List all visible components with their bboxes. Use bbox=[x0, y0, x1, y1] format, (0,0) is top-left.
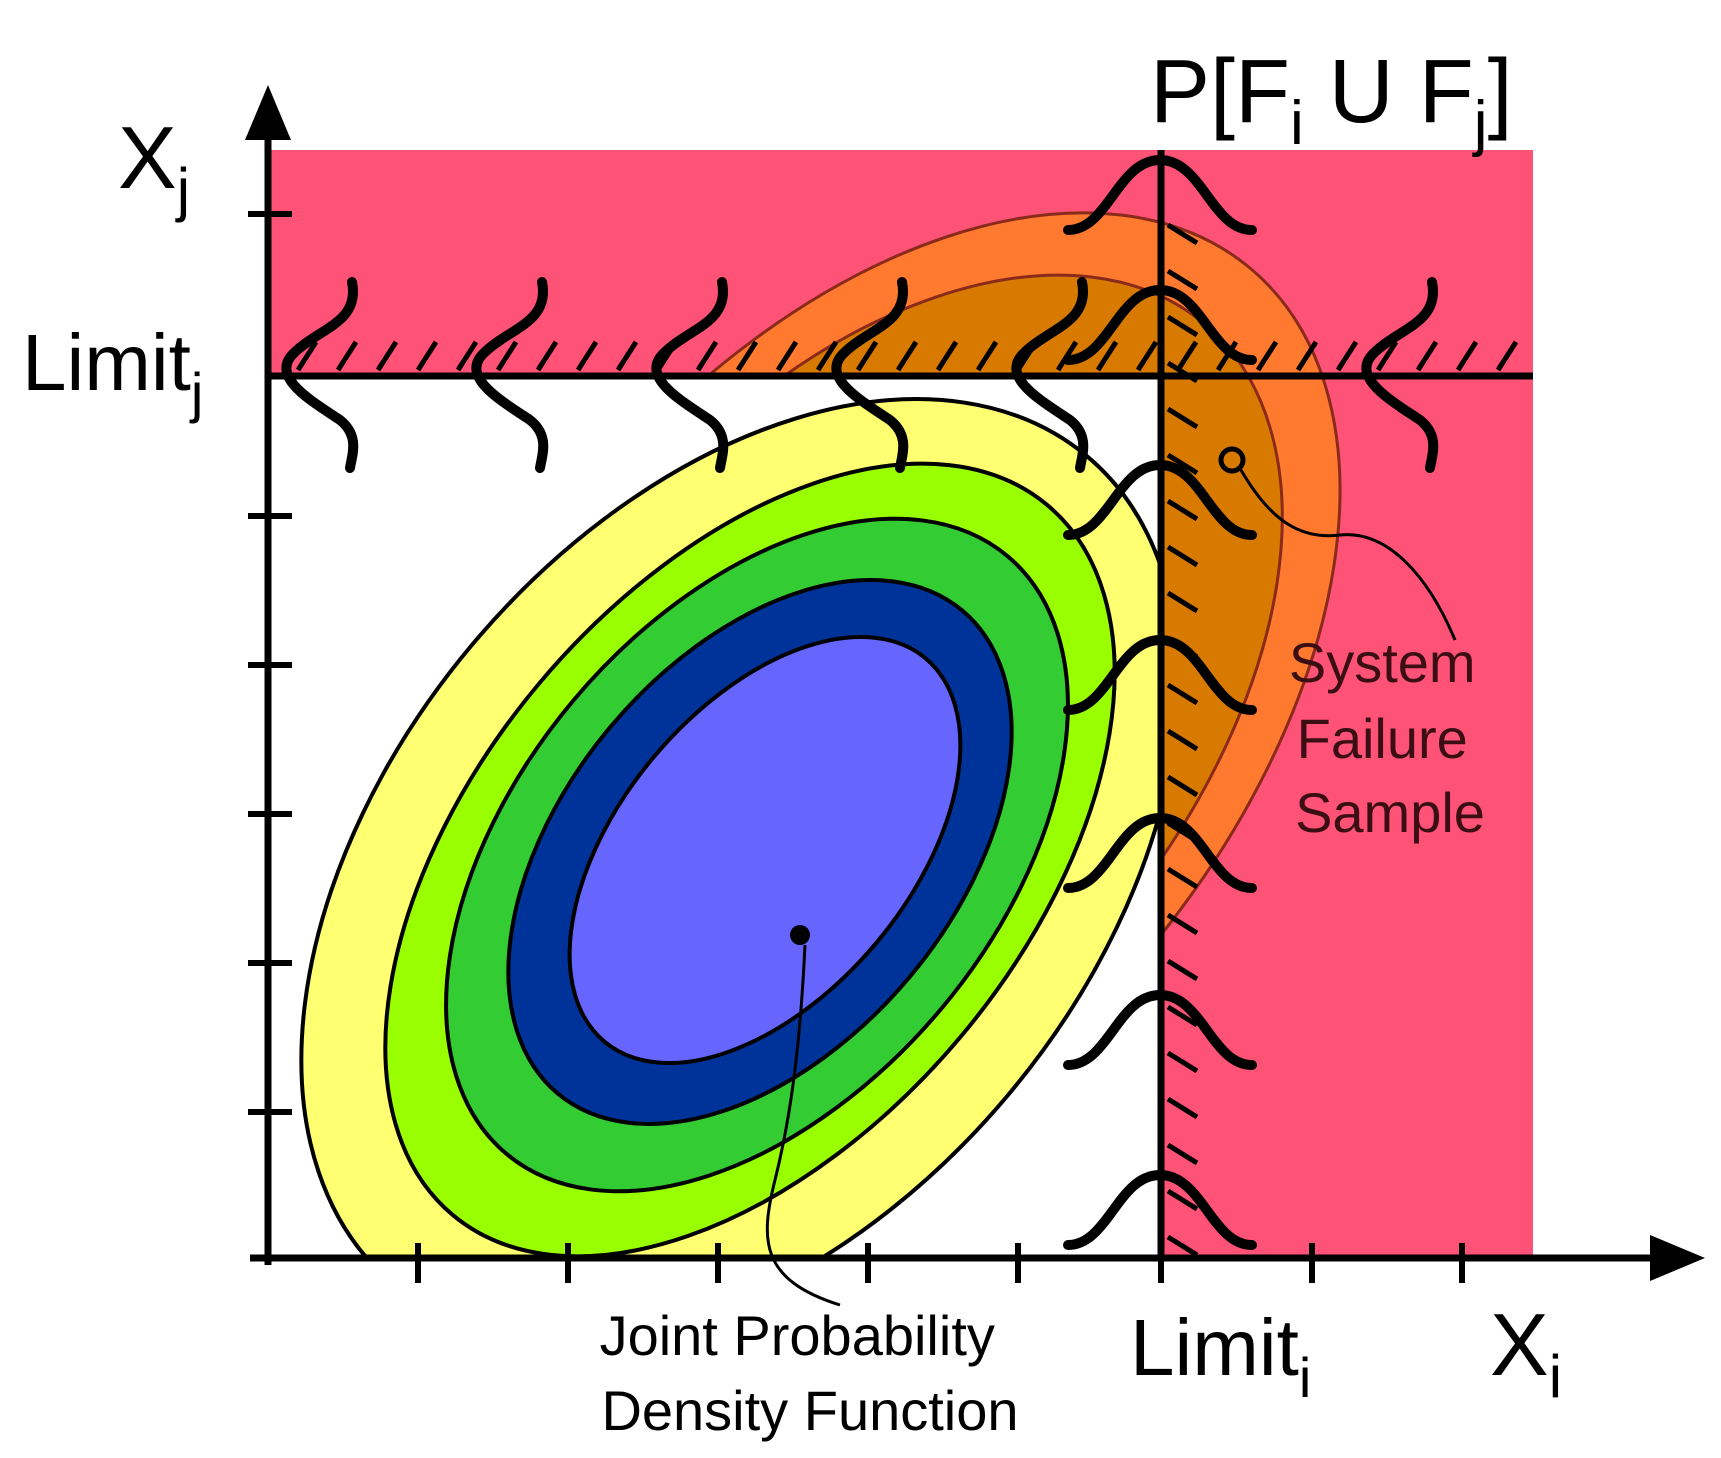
chart-title: P[Fi U Fj] bbox=[1150, 42, 1513, 158]
hatch-i-22 bbox=[1166, 1188, 1199, 1212]
hatch-j-25 bbox=[1255, 340, 1279, 372]
hatch-j-11 bbox=[695, 340, 719, 372]
limit-j-distribution-5 bbox=[1011, 277, 1089, 473]
hatch-j-18 bbox=[975, 340, 999, 372]
limit-j-hatch bbox=[295, 340, 1519, 372]
hatch-i-23 bbox=[1166, 1234, 1199, 1258]
hatch-i-15 bbox=[1166, 866, 1199, 890]
limit-i-distributions bbox=[1063, 154, 1257, 1250]
hatch-j-1 bbox=[295, 340, 319, 372]
limit-i-label: Limiti bbox=[1130, 1303, 1311, 1409]
hatch-j-3 bbox=[375, 340, 399, 372]
failure-sample-line-3: Sample bbox=[1295, 781, 1485, 844]
hatch-i-18 bbox=[1166, 1004, 1199, 1028]
hatch-j-26 bbox=[1295, 340, 1319, 372]
hatch-i-21 bbox=[1166, 1142, 1199, 1166]
hatch-i-2 bbox=[1166, 268, 1199, 292]
x-axis-label: Xi bbox=[1490, 1295, 1562, 1410]
hatch-j-27 bbox=[1335, 340, 1359, 372]
limit-j-distribution-1 bbox=[281, 277, 359, 473]
limit-i-distribution-5 bbox=[1063, 812, 1257, 893]
hatch-i-13 bbox=[1166, 774, 1199, 798]
hatch-j-16 bbox=[895, 340, 919, 372]
hatch-j-4 bbox=[415, 340, 439, 372]
hatch-j-9 bbox=[615, 340, 639, 372]
hatch-i-12 bbox=[1166, 728, 1199, 752]
y-axis-arrow-icon bbox=[245, 85, 291, 140]
hatch-j-31 bbox=[1495, 340, 1519, 372]
limit-j-distribution-3 bbox=[651, 277, 729, 473]
pdf-contour-light-blue bbox=[567, 635, 963, 1065]
joint-pdf-contours bbox=[299, 397, 1161, 1256]
joint-pdf-line-1: Joint Probability bbox=[600, 1304, 995, 1367]
hatch-i-11 bbox=[1166, 682, 1199, 706]
failure-sample-label: System Failure Sample bbox=[1289, 631, 1491, 844]
failure-sample-line-2: Failure bbox=[1297, 707, 1468, 770]
hatch-i-19 bbox=[1166, 1050, 1199, 1074]
hatch-j-7 bbox=[535, 340, 559, 372]
hatch-j-17 bbox=[935, 340, 959, 372]
x-axis-arrow-icon bbox=[1650, 1235, 1705, 1281]
hatch-i-20 bbox=[1166, 1096, 1199, 1120]
hatch-i-5 bbox=[1166, 406, 1199, 430]
hatch-i-6 bbox=[1166, 452, 1199, 476]
hatch-j-23 bbox=[1175, 340, 1199, 372]
hatch-i-3 bbox=[1166, 314, 1199, 338]
limit-i-distribution-3 bbox=[1063, 459, 1257, 540]
limit-j-distribution-6 bbox=[1361, 277, 1439, 473]
limit-i-distribution-2 bbox=[1063, 284, 1257, 365]
hatch-i-16 bbox=[1166, 912, 1199, 936]
hatch-i-17 bbox=[1166, 958, 1199, 982]
hatch-j-24 bbox=[1215, 340, 1239, 372]
hatch-j-15 bbox=[855, 340, 879, 372]
hatch-i-8 bbox=[1166, 544, 1199, 568]
limit-j-label: Limitj bbox=[22, 318, 203, 424]
limit-i-distribution-6 bbox=[1063, 989, 1257, 1070]
hatch-j-8 bbox=[575, 340, 599, 372]
axis-ticks bbox=[248, 211, 1465, 1283]
hatch-j-14 bbox=[815, 340, 839, 372]
hatch-i-4 bbox=[1166, 360, 1199, 384]
hatch-j-12 bbox=[735, 340, 759, 372]
hatch-j-29 bbox=[1415, 340, 1439, 372]
limit-j-distribution-2 bbox=[471, 277, 549, 473]
limit-j-distributions bbox=[281, 277, 1439, 473]
hatch-i-9 bbox=[1166, 590, 1199, 614]
y-axis-label: Xj bbox=[118, 108, 190, 223]
hatch-j-13 bbox=[775, 340, 799, 372]
pdf-mean-point bbox=[790, 925, 810, 945]
hatch-j-22 bbox=[1135, 340, 1159, 372]
joint-pdf-label: Joint Probability Density Function bbox=[600, 1304, 1019, 1442]
hatch-j-30 bbox=[1455, 340, 1479, 372]
hatch-i-7 bbox=[1166, 498, 1199, 522]
failure-sample-line-1: System bbox=[1289, 631, 1476, 694]
hatch-j-2 bbox=[335, 340, 359, 372]
limit-i-distribution-4 bbox=[1063, 634, 1257, 715]
hatch-j-28 bbox=[1375, 340, 1399, 372]
joint-pdf-line-2: Density Function bbox=[601, 1379, 1018, 1442]
limit-j-distribution-4 bbox=[831, 277, 909, 473]
limit-i-distribution-1 bbox=[1063, 154, 1257, 235]
failure-sample-point bbox=[1218, 446, 1246, 474]
failure-sample-leader bbox=[1239, 469, 1457, 641]
pdf-leader bbox=[765, 944, 841, 1307]
hatch-i-1 bbox=[1166, 222, 1199, 246]
hatch-j-5 bbox=[455, 340, 479, 372]
hatch-j-21 bbox=[1095, 340, 1119, 372]
axes bbox=[250, 120, 1670, 1265]
limit-i-distribution-7 bbox=[1063, 1169, 1257, 1250]
hatch-j-6 bbox=[495, 340, 519, 372]
